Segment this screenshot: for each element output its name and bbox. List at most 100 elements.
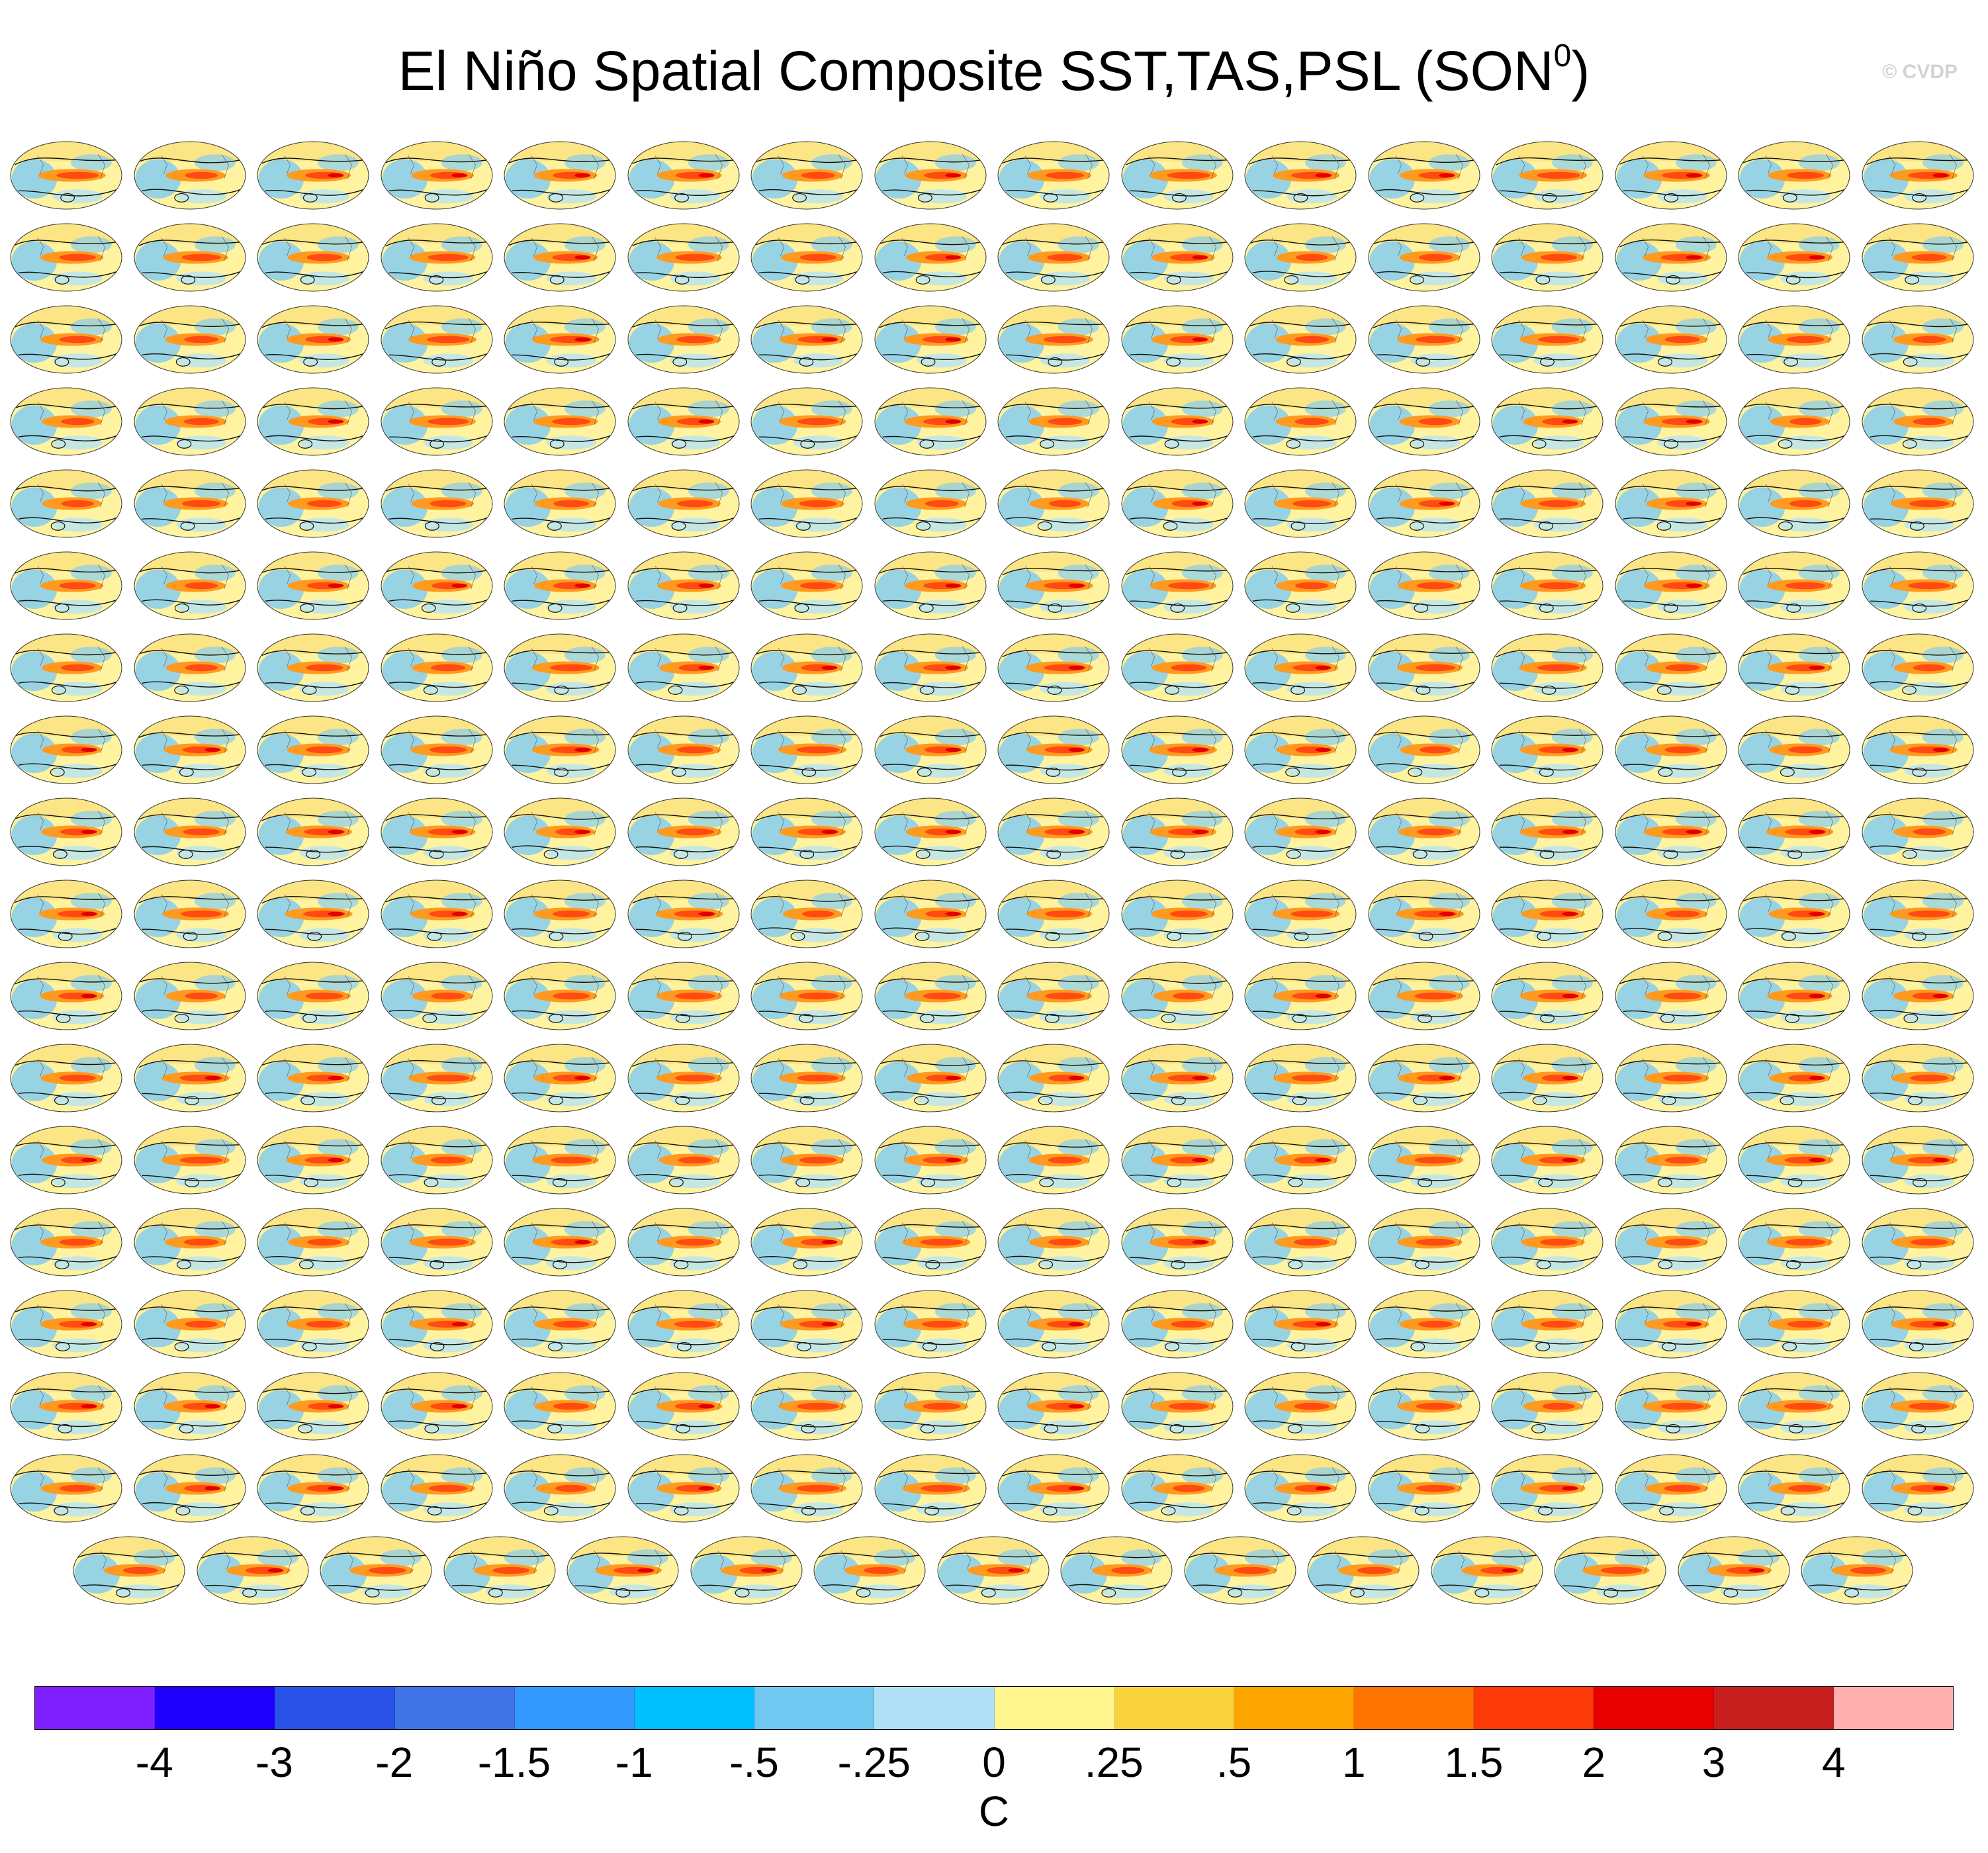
coastline (1024, 1303, 1093, 1328)
hot-core (451, 1322, 467, 1327)
map-outline (1491, 880, 1604, 948)
hot-core (451, 911, 467, 917)
map-outline (257, 1208, 369, 1277)
warm-core (925, 500, 959, 508)
pressure-contour (631, 896, 735, 904)
cool-anomaly-north (441, 893, 482, 910)
pressure-contour (18, 1420, 118, 1427)
coastline (1395, 1385, 1463, 1410)
coastline (1765, 318, 1833, 343)
map-panel (1118, 625, 1238, 707)
cool-anomaly-west (1492, 569, 1539, 609)
pressure-contour (1129, 1337, 1229, 1345)
map-panel (624, 543, 745, 625)
pressure-contour-ring (925, 1259, 940, 1269)
pressure-contour (1805, 1553, 1909, 1559)
coastline (1518, 647, 1586, 672)
pressure-contour (635, 845, 735, 852)
map-outline (504, 962, 616, 1030)
cool-anomaly-north (1181, 318, 1223, 336)
pressure-contour (631, 732, 735, 738)
map-panel (253, 214, 374, 296)
hot-core (328, 911, 344, 917)
pressure-contour (1870, 1502, 1969, 1509)
map-panel (624, 707, 745, 789)
cool-anomaly-west (134, 897, 181, 937)
map-outline (1368, 1126, 1480, 1195)
coastline (1642, 318, 1710, 343)
map-outline (1244, 387, 1357, 456)
map-panel (1735, 1117, 1855, 1199)
global-map (1121, 141, 1233, 210)
map-panel (1735, 1445, 1855, 1527)
map-outline (627, 141, 739, 210)
pressure-contour (261, 158, 365, 164)
hot-core (1562, 1075, 1578, 1081)
cool-anomaly-north (1428, 893, 1470, 910)
cool-anomaly-west (1739, 1390, 1785, 1429)
cool-anomaly-west (11, 1144, 58, 1183)
colorbar-box (1713, 1687, 1834, 1729)
pressure-contour (1252, 353, 1352, 360)
global-map (381, 1372, 492, 1441)
pressure-contour (1499, 435, 1599, 441)
coastline (655, 482, 723, 508)
coastline (1211, 1549, 1279, 1574)
pressure-contour (142, 1173, 242, 1181)
pressure-contour-ring (1658, 767, 1672, 777)
pressure-contour (758, 353, 858, 361)
pressure-contour (1376, 1337, 1476, 1345)
map-panel (377, 1117, 498, 1199)
pressure-contour-ring (1038, 1259, 1054, 1269)
global-map (627, 223, 739, 292)
pressure-contour-ring (1531, 1424, 1546, 1433)
coastline (471, 1549, 539, 1574)
cool-anomaly-south (1287, 846, 1337, 860)
pressure-contour (1376, 1173, 1476, 1181)
global-map (1368, 305, 1480, 374)
map-outline (1368, 962, 1480, 1030)
global-map (1615, 1208, 1727, 1277)
map-outline (1244, 797, 1357, 866)
map-outline (1368, 223, 1480, 292)
hot-core (451, 173, 467, 178)
cool-anomaly-north (564, 1385, 606, 1402)
pressure-contour (1129, 1502, 1229, 1508)
cool-anomaly-west (752, 815, 798, 855)
map-panel (994, 625, 1114, 707)
cool-anomaly-north (441, 154, 482, 171)
colorbar-box (874, 1687, 995, 1729)
pressure-contour-ring (920, 1424, 935, 1433)
hot-core (944, 911, 961, 917)
map-outline (627, 1044, 739, 1112)
cool-anomaly-north (70, 975, 112, 992)
map-panel (377, 1035, 498, 1117)
coastline (531, 729, 599, 754)
map-outline (257, 387, 369, 456)
coastline (655, 1221, 723, 1246)
coastline (778, 729, 846, 754)
map-outline (10, 387, 122, 456)
map-outline (1738, 223, 1850, 292)
map-outline (1244, 1126, 1357, 1195)
map-panel (130, 1199, 251, 1281)
cool-anomaly-south (1163, 1420, 1214, 1435)
pressure-contour-ring (1539, 849, 1555, 859)
cool-anomaly-west (1369, 159, 1415, 199)
pressure-contour (1372, 568, 1475, 574)
pressure-contour (18, 845, 118, 852)
cool-anomaly-west (999, 1390, 1045, 1429)
cool-anomaly-west (1862, 1472, 1909, 1512)
global-map (1244, 1290, 1357, 1359)
map-outline (504, 223, 616, 292)
pressure-contour (755, 240, 858, 246)
chart-title-close: ) (1571, 40, 1590, 102)
global-map (627, 469, 739, 538)
cool-anomaly-west (1739, 1144, 1785, 1183)
global-map (381, 797, 492, 866)
pressure-contour (1619, 322, 1723, 327)
coastline (161, 1057, 229, 1082)
pressure-contour-ring (799, 357, 814, 367)
pressure-contour (384, 978, 488, 984)
pressure-contour (755, 404, 858, 412)
